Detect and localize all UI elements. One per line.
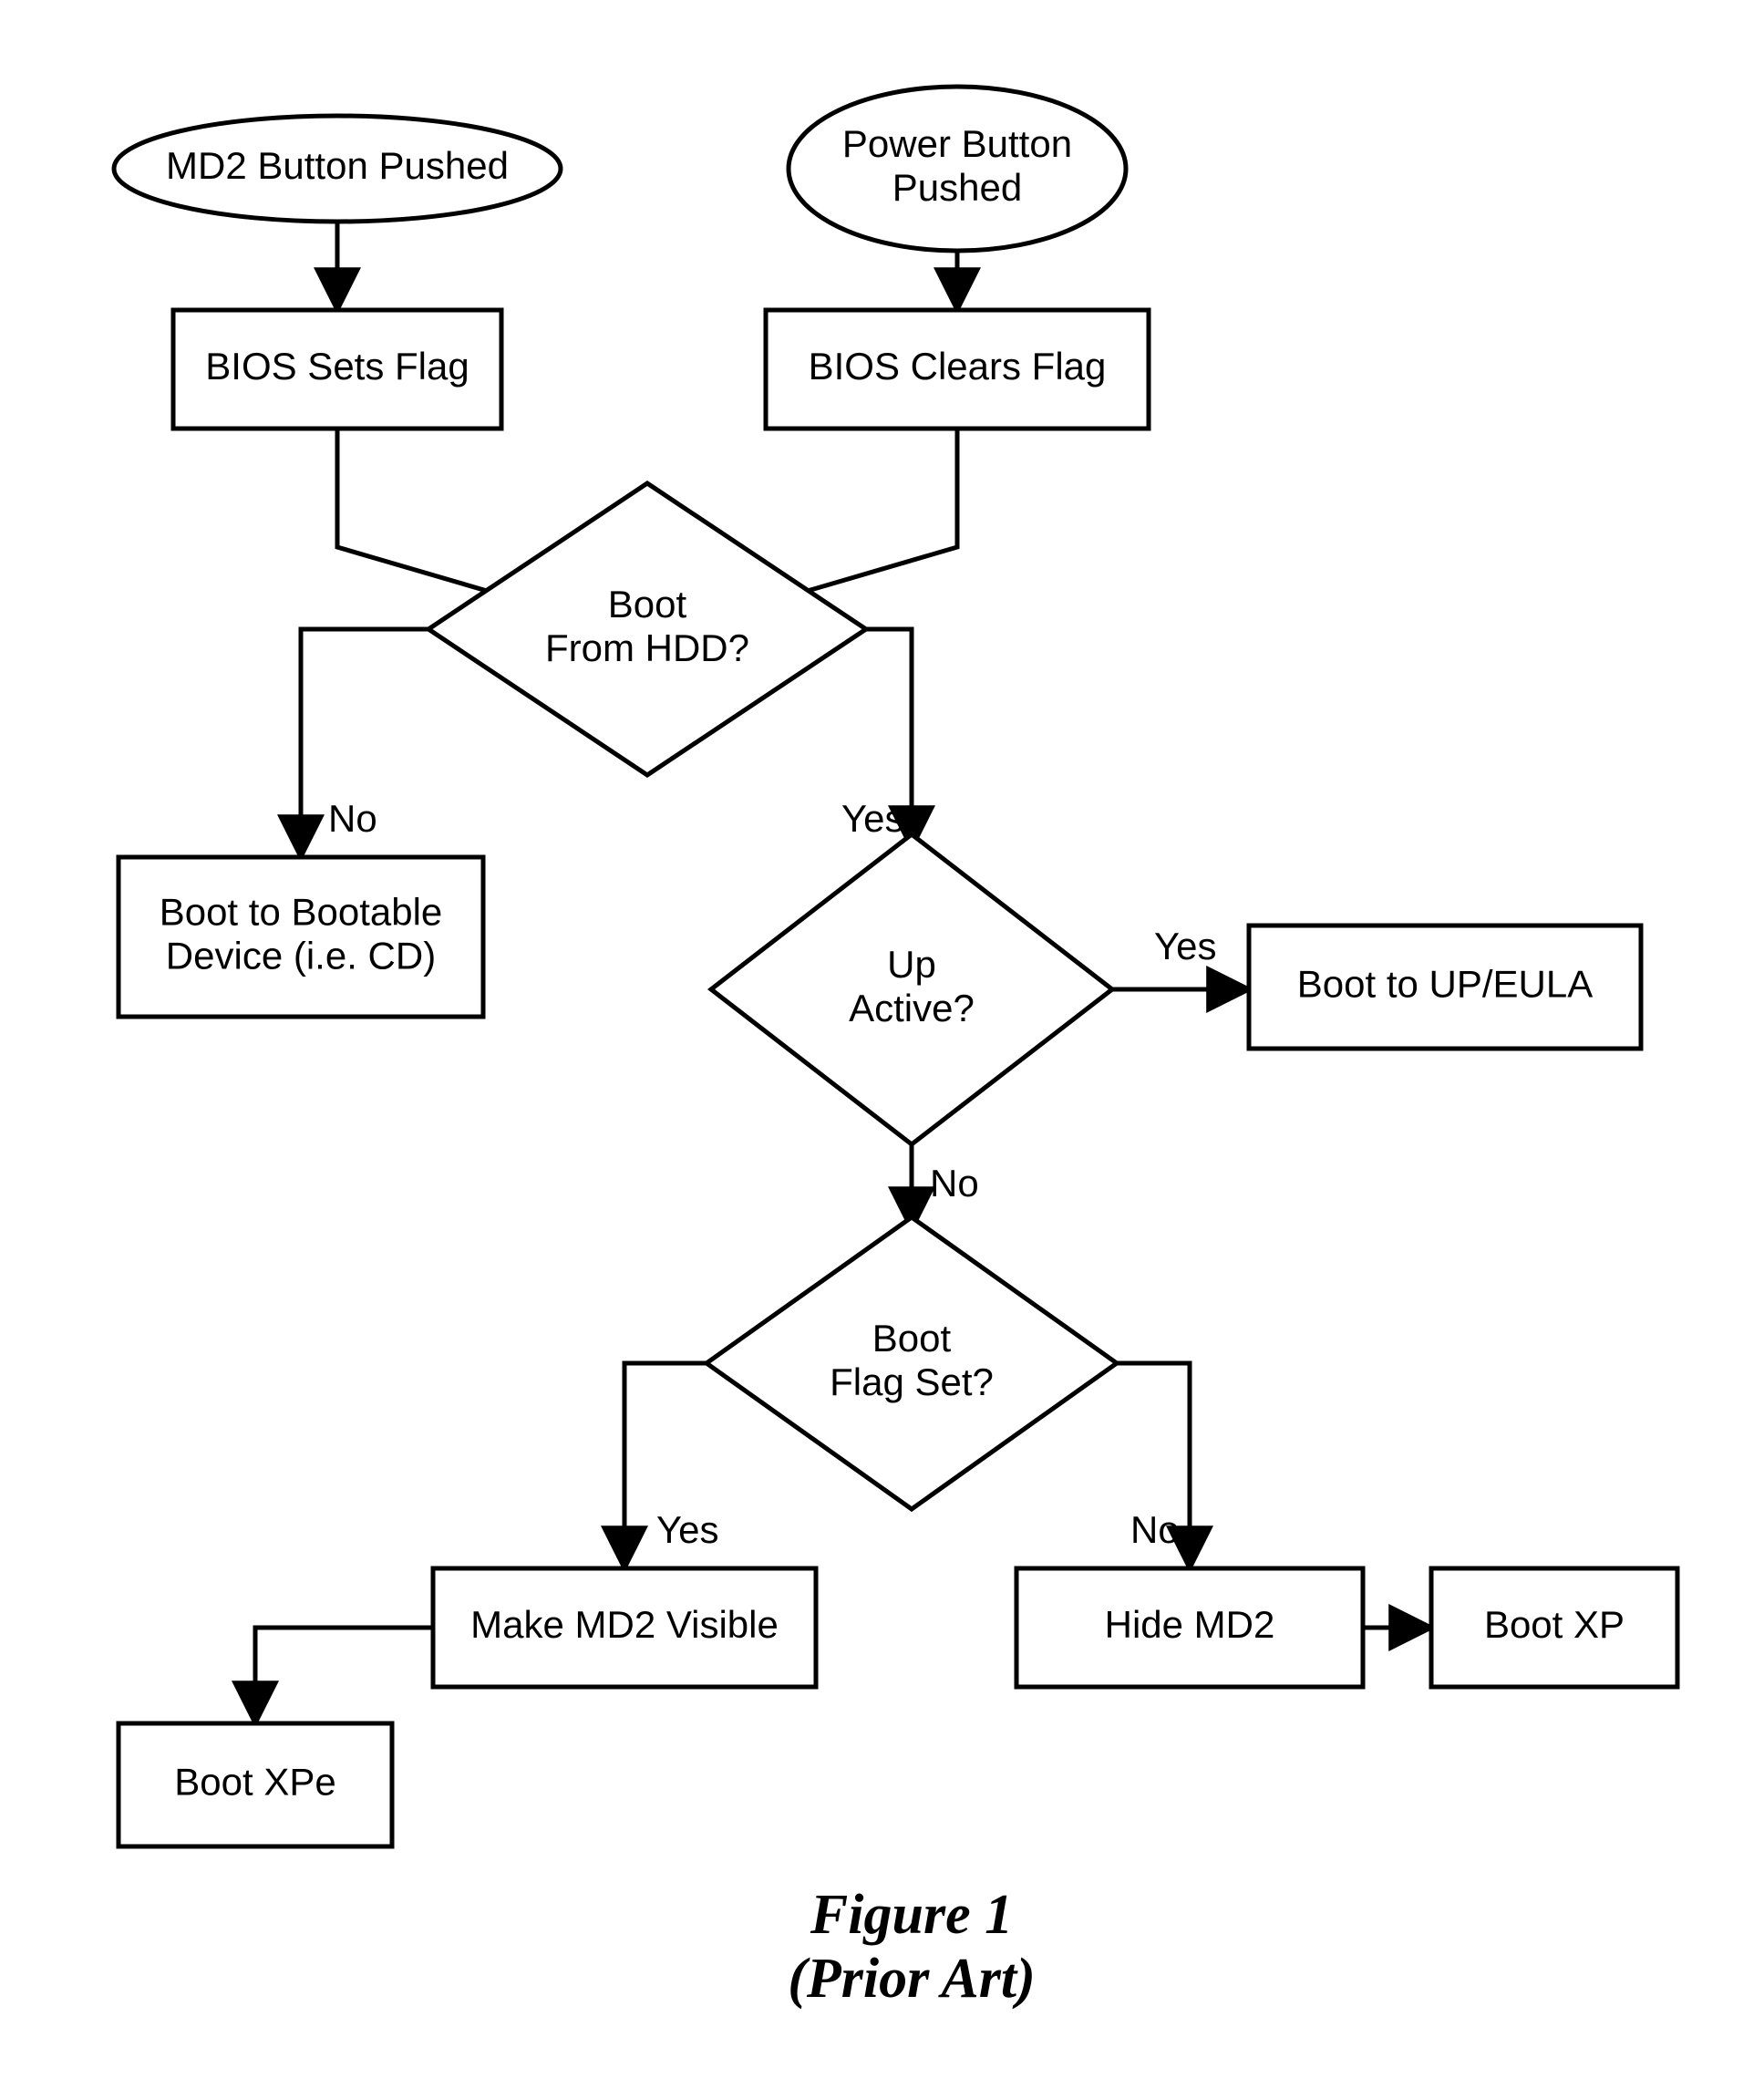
node-label: Flag Set? (830, 1360, 994, 1403)
edge-label: No (930, 1162, 979, 1205)
node-label: Pushed (892, 166, 1022, 209)
node-label: From HDD? (545, 626, 749, 669)
node-label: MD2 Button Pushed (166, 144, 509, 187)
node-label: BIOS Sets Flag (205, 345, 469, 388)
node-label: Power Button (842, 122, 1072, 165)
edge-label: No (328, 797, 377, 840)
node-label: Make MD2 Visible (470, 1603, 779, 1646)
edge-label: Yes (1154, 925, 1217, 967)
node-label: Device (i.e. CD) (166, 935, 436, 977)
edge-label: Yes (656, 1508, 719, 1551)
node-label: Boot XP (1484, 1603, 1625, 1646)
edge-label: Yes (841, 797, 904, 840)
edge-label: No (1130, 1508, 1180, 1551)
node-label: Boot (608, 583, 687, 626)
figure-caption: (Prior Art) (788, 1948, 1036, 2010)
node-label: Up (887, 943, 936, 986)
node-label: Hide MD2 (1105, 1603, 1275, 1646)
flow-edge (255, 1628, 433, 1723)
node-label: Boot XPe (174, 1761, 335, 1804)
node-label: Boot to UP/EULA (1297, 963, 1594, 1006)
node-label: Active? (849, 987, 975, 1029)
figure-caption: Figure 1 (810, 1884, 1013, 1946)
node-label: Boot (872, 1317, 952, 1360)
node-label: Boot to Bootable (160, 890, 443, 933)
node-label: BIOS Clears Flag (809, 345, 1107, 388)
